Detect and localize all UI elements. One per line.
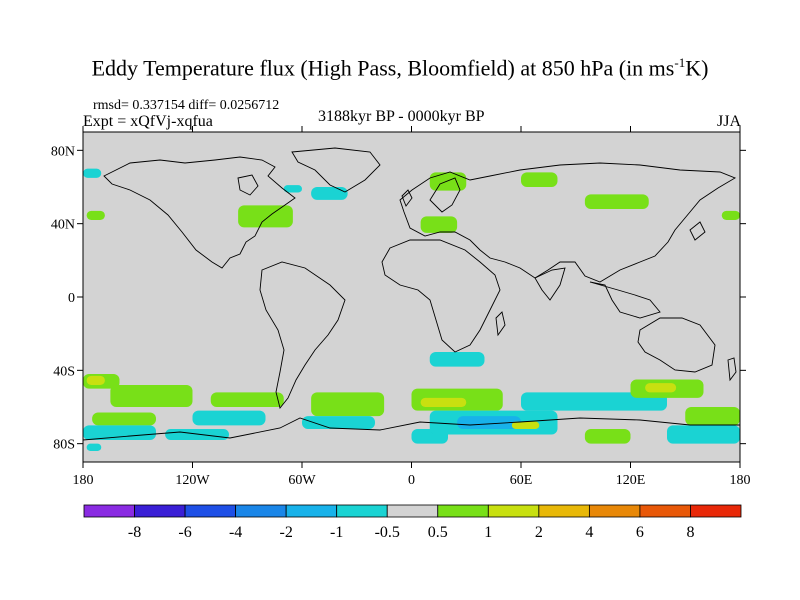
data-region-5: [86, 443, 102, 451]
data-region-1: [110, 385, 193, 407]
coastline-south-america: [259, 261, 346, 409]
colorbar-label-8: 2: [535, 524, 543, 541]
coastlines: [82, 147, 740, 441]
colorbar-swatch-9: [538, 504, 590, 518]
data-region-16: [521, 392, 667, 411]
data-region-33: [429, 352, 485, 367]
coastline-africa: [381, 239, 501, 353]
data-region-25: [283, 185, 302, 193]
data-region-7: [192, 410, 266, 426]
y-tick-label-3: 40S: [53, 364, 75, 379]
colorbar-label-5: -0.5: [375, 524, 400, 541]
y-tick-label-4: 80S: [53, 438, 75, 453]
x-tick-label-4: 60E: [510, 473, 533, 488]
colorbar-label-6: 0.5: [428, 524, 448, 541]
data-region-22: [667, 425, 740, 444]
stats-label: rmsd= 0.337154 diff= 0.0256712: [93, 98, 280, 113]
data-region-3: [86, 375, 105, 385]
colorbar-label-4: -1: [330, 524, 343, 541]
period-label: 3188kyr BP - 0000kyr BP: [318, 108, 485, 125]
data-region-32: [83, 168, 102, 178]
colorbar-label-10: 6: [636, 524, 644, 541]
colorbar-swatch-0: [83, 504, 135, 518]
coastline-north-america: [103, 156, 296, 269]
coastline-scandinavia: [429, 177, 461, 213]
coastline-india: [534, 267, 566, 301]
data-region-31: [86, 210, 105, 220]
axis-ticks: 180 120W 60W 0 60E 120E 180 80N 40N 0 40S 80S: [51, 126, 751, 488]
coastline-australia: [637, 317, 716, 373]
data-region-13: [420, 397, 467, 407]
data-region-30: [721, 210, 740, 220]
colorbar-swatch-10: [588, 504, 641, 518]
coastline-southeast-asia: [589, 281, 661, 319]
chart-title: Eddy Temperature flux (High Pass, Bloomf…: [91, 55, 709, 81]
coastline-eurasia: [399, 162, 737, 283]
data-region-28: [521, 172, 558, 187]
colorbar-swatch-8: [487, 504, 540, 518]
data-region-10: [302, 416, 375, 429]
colorbar-swatch-2: [184, 504, 237, 518]
coastline-british-isles: [401, 189, 413, 207]
x-tick-label-6: 180: [730, 473, 751, 488]
data-region-15: [457, 416, 521, 429]
data-regions: [83, 168, 740, 451]
colorbar-label-7: 1: [484, 524, 492, 541]
data-region-20: [645, 383, 677, 393]
y-tick-label-2: 0: [68, 291, 75, 306]
x-tick-label-3: 0: [408, 473, 415, 488]
colorbar-swatch-5: [336, 504, 388, 518]
colorbar-label-3: -2: [279, 524, 292, 541]
coastline-japan: [689, 221, 706, 241]
data-region-24: [238, 205, 293, 228]
colorbar-swatch-11: [639, 504, 691, 518]
y-tick-label-1: 40N: [51, 218, 75, 233]
data-region-29: [584, 194, 649, 209]
colorbar-label-1: -6: [178, 524, 191, 541]
coastline-madagascar: [495, 311, 506, 337]
data-region-27: [429, 172, 467, 191]
colorbar-label-0: -8: [128, 524, 141, 541]
colorbar-swatch-6: [386, 504, 439, 518]
experiment-label: Expt = xQfVj-xqfua: [83, 113, 213, 130]
colorbar-swatch-3: [235, 504, 287, 518]
coastline-greenland: [291, 147, 381, 193]
colorbar-label-11: 8: [686, 524, 694, 541]
data-region-8: [210, 392, 284, 407]
colorbar: -8 -6 -4 -2 -1 -0.5 0.5 1 2 4 6 8: [83, 504, 742, 541]
data-region-21: [685, 407, 740, 426]
coastline-hudson-bay: [237, 174, 259, 196]
coastline-new-zealand: [727, 357, 737, 382]
colorbar-label-2: -4: [229, 524, 242, 541]
data-region-26: [420, 216, 458, 233]
x-tick-label-2: 60W: [288, 473, 316, 488]
coastline-antarctica: [82, 417, 740, 441]
colorbar-swatch-7: [437, 504, 489, 518]
x-tick-label-1: 120W: [175, 473, 210, 488]
data-region-4: [83, 425, 156, 440]
data-region-18: [584, 429, 631, 444]
data-region-17: [511, 421, 540, 429]
x-tick-label-0: 180: [73, 473, 94, 488]
season-label: JJA: [717, 113, 742, 130]
x-tick-label-5: 120E: [616, 473, 646, 488]
data-region-2: [92, 412, 156, 426]
colorbar-label-9: 4: [585, 524, 593, 541]
y-tick-label-0: 80N: [51, 144, 75, 159]
data-region-9: [311, 392, 385, 417]
colorbar-swatch-12: [690, 504, 742, 518]
colorbar-swatch-4: [285, 504, 338, 518]
data-region-23: [311, 187, 348, 200]
colorbar-swatch-1: [134, 504, 186, 518]
